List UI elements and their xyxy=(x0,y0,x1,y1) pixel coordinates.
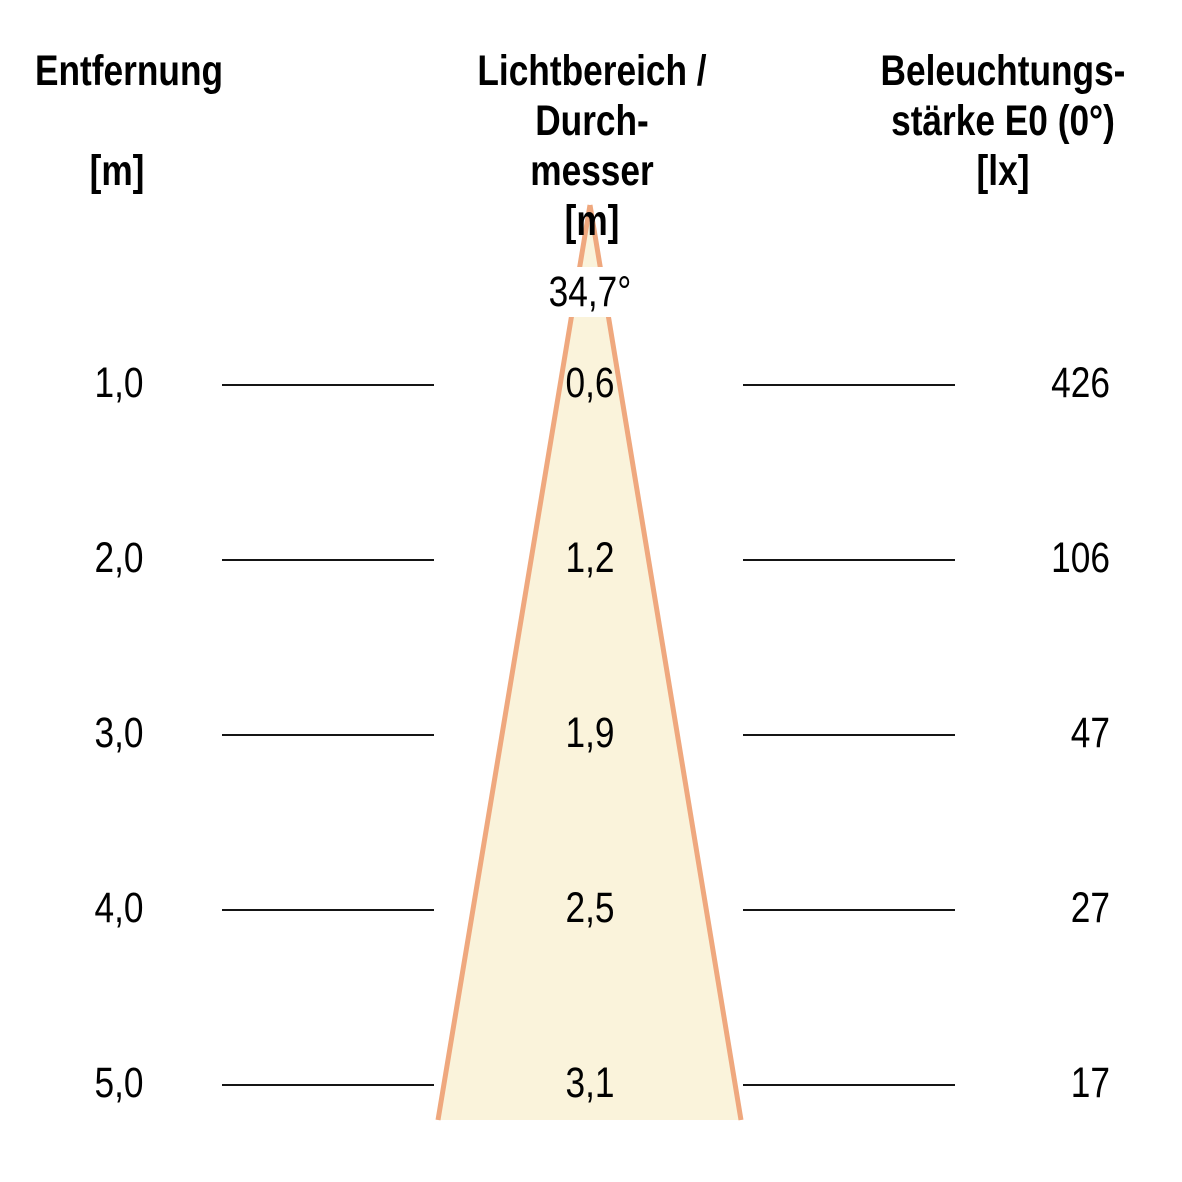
row-line-right-1 xyxy=(743,384,955,386)
beam-angle-label: 34,7° xyxy=(524,267,656,317)
distance-value-5: 5,0 xyxy=(94,1059,144,1107)
header-illuminance-unit: [lx] xyxy=(976,147,1030,195)
row-line-right-2 xyxy=(743,559,955,561)
illuminance-value-2: 106 xyxy=(1051,534,1110,582)
illuminance-value-4: 27 xyxy=(1070,884,1110,932)
distance-value-2: 2,0 xyxy=(94,534,144,582)
distance-value-4: 4,0 xyxy=(94,884,144,932)
header-beam-title-line1: Lichtbereich / Durch- xyxy=(477,47,707,145)
row-line-right-4 xyxy=(743,909,955,911)
illuminance-value-3: 47 xyxy=(1070,709,1110,757)
header-illuminance-title-line2: stärke E0 (0°) xyxy=(891,97,1115,145)
header-illuminance-column: Beleuchtungs- stärke E0 (0°) [lx] xyxy=(803,46,1182,196)
diameter-value-1: 0,6 xyxy=(565,359,615,407)
illuminance-value-1: 426 xyxy=(1051,359,1110,407)
cone-edge-right xyxy=(587,204,744,1121)
row-line-left-2 xyxy=(222,559,434,561)
header-beam-unit: [m] xyxy=(564,197,620,245)
header-distance-title: Entfernung xyxy=(35,47,224,95)
distance-value-3: 3,0 xyxy=(94,709,144,757)
diameter-value-2: 1,2 xyxy=(565,534,615,582)
diameter-value-3: 1,9 xyxy=(565,709,615,757)
diameter-value-4: 2,5 xyxy=(565,884,615,932)
illuminance-value-5: 17 xyxy=(1070,1059,1110,1107)
header-distance-column: Entfernung [m] xyxy=(17,46,224,196)
cone-fill-shape xyxy=(438,205,741,1120)
header-beam-title-line2: messer xyxy=(530,147,654,195)
row-line-left-5 xyxy=(222,1084,434,1086)
header-distance-unit: [m] xyxy=(89,147,145,195)
row-line-left-4 xyxy=(222,909,434,911)
header-distance-spacer xyxy=(35,96,199,146)
row-line-right-3 xyxy=(743,734,955,736)
row-line-left-1 xyxy=(222,384,434,386)
cone-edge-left xyxy=(435,204,593,1121)
header-illuminance-title-line1: Beleuchtungs- xyxy=(880,47,1126,95)
distance-value-1: 1,0 xyxy=(94,359,144,407)
diameter-value-5: 3,1 xyxy=(565,1059,615,1107)
row-line-right-5 xyxy=(743,1084,955,1086)
header-beam-column: Lichtbereich / Durch- messer [m] xyxy=(392,46,792,246)
row-line-left-3 xyxy=(222,734,434,736)
